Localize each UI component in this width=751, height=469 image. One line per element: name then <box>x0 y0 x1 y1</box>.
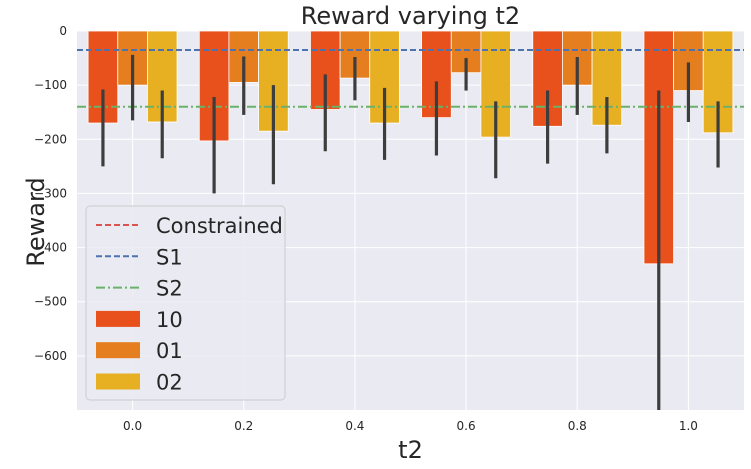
y-tick-label: −300 <box>34 186 67 200</box>
y-tick-label: −200 <box>34 132 67 146</box>
legend-label: S2 <box>156 277 183 301</box>
bars <box>87 30 734 265</box>
y-tick-label: −500 <box>34 295 67 309</box>
chart-title: Reward varying t2 <box>301 2 520 30</box>
legend-label: Constrained <box>156 214 283 238</box>
y-tick-label: −400 <box>34 241 67 255</box>
legend: Constrained S1 S2 10 01 02 <box>85 205 286 401</box>
x-tick-label: 0.8 <box>568 419 587 433</box>
y-axis-label: Reward <box>22 177 50 266</box>
legend-swatch-01 <box>96 342 140 359</box>
legend-label: S1 <box>156 245 183 269</box>
reference-lines <box>77 48 744 108</box>
x-tick-label: 0.2 <box>234 419 253 433</box>
x-tick-label: 1.0 <box>679 419 698 433</box>
x-axis-label: t2 <box>398 436 423 464</box>
y-tick-label: 0 <box>59 24 67 38</box>
legend-label: 02 <box>156 371 183 395</box>
x-tick-label: 0.0 <box>123 419 142 433</box>
x-tick-label: 0.4 <box>345 419 364 433</box>
legend-swatch-02 <box>96 373 140 390</box>
error-bars <box>101 54 720 410</box>
y-tick-label: −100 <box>34 78 67 92</box>
y-tick-labels: 0 −100 −200 −300 −400 −500 −600 <box>34 24 67 363</box>
x-tick-labels: 0.0 0.2 0.4 0.6 0.8 1.0 <box>123 419 698 433</box>
legend-label: 01 <box>156 339 183 363</box>
y-tick-label: −600 <box>34 349 67 363</box>
x-tick-label: 0.6 <box>457 419 476 433</box>
legend-label: 10 <box>156 308 183 332</box>
legend-swatch-10 <box>96 310 140 327</box>
